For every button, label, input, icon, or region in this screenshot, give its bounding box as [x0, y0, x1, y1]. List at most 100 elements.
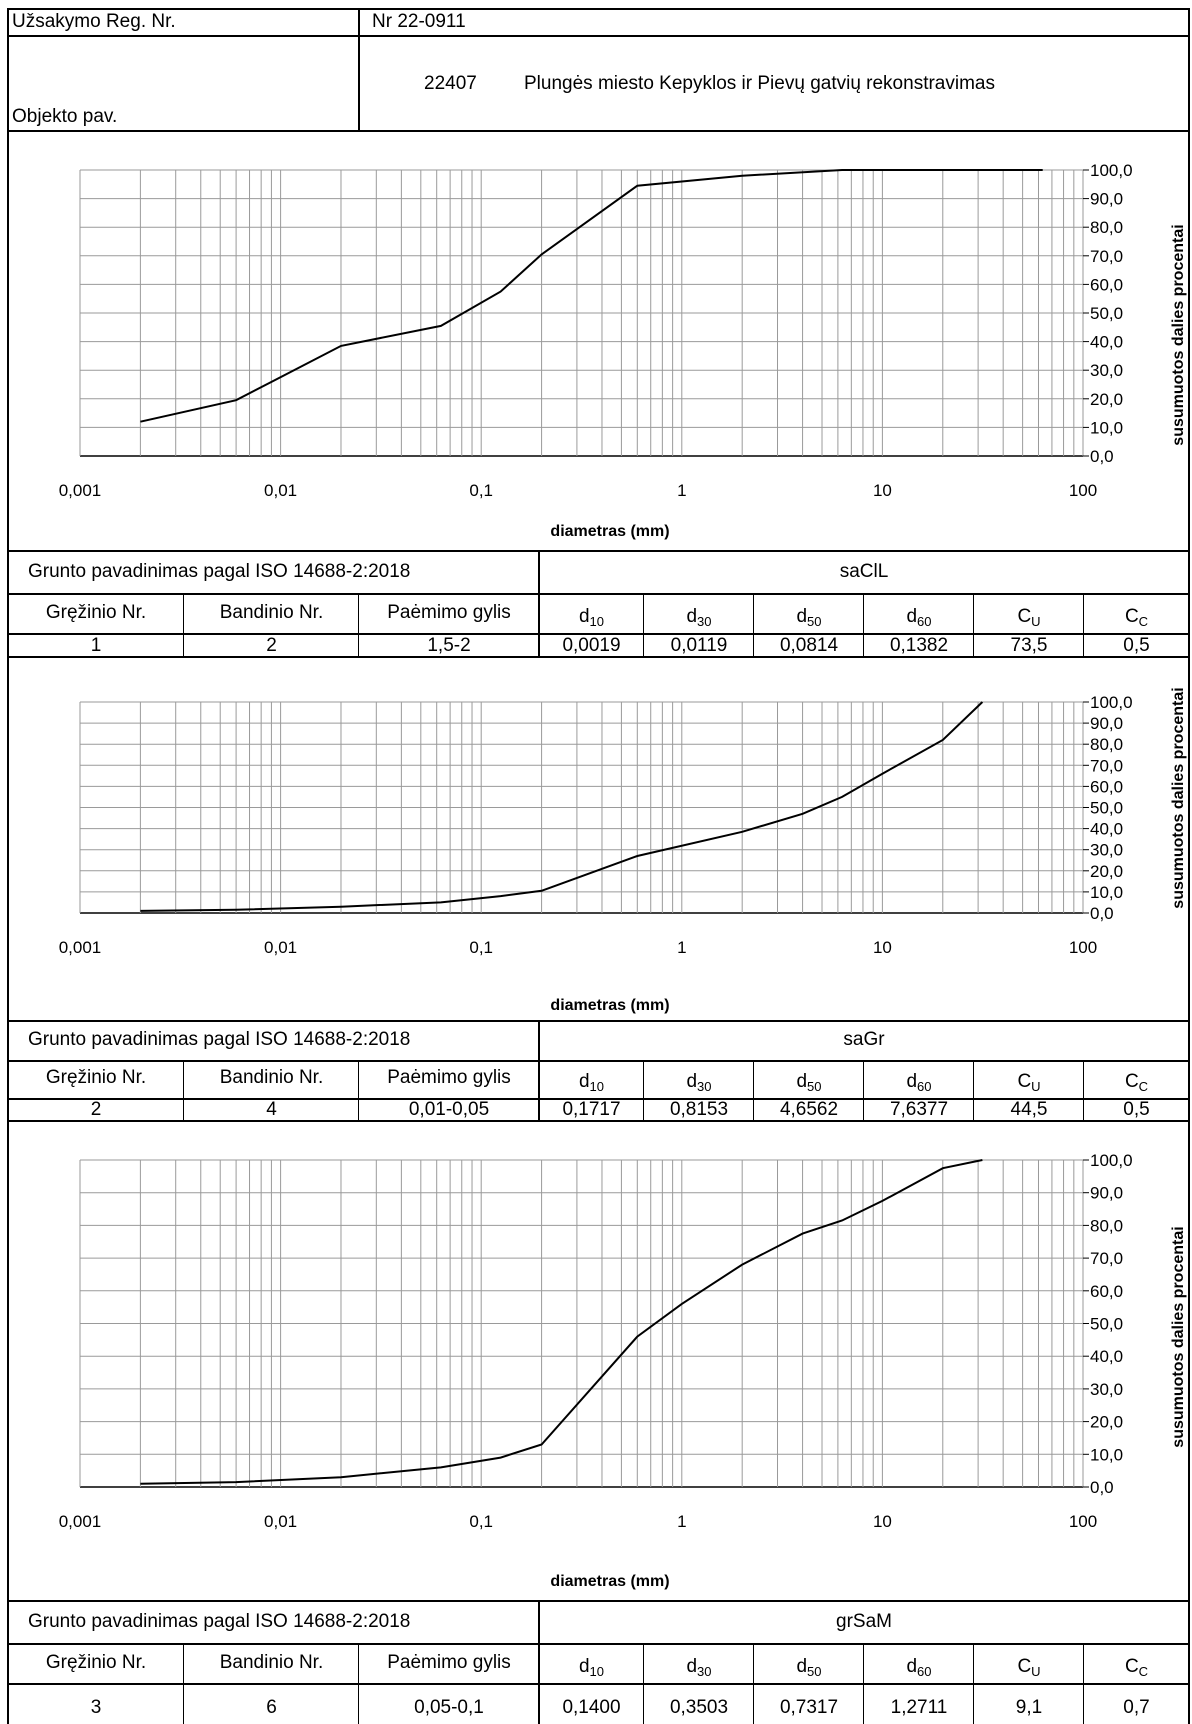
- grading-curve-2: [140, 701, 984, 912]
- object-code: 22407: [424, 73, 477, 94]
- d50-value: 0,7317: [779, 1697, 839, 1718]
- y-tick-label: 80,0: [1090, 735, 1123, 754]
- d60-value: 1,2711: [890, 1697, 948, 1718]
- d60-header: d60: [906, 1071, 932, 1094]
- sample-header: Bandinio Nr.: [219, 1067, 324, 1088]
- borehole-header: Gręžinio Nr.: [45, 602, 147, 623]
- d10-value: 0,1400: [562, 1697, 621, 1718]
- sample-header: Bandinio Nr.: [219, 602, 324, 623]
- cc-header: CC: [1124, 1656, 1149, 1679]
- d10-value: 0,1717: [562, 1099, 621, 1120]
- sample-value: 6: [266, 1697, 277, 1718]
- y-tick-label: 60,0: [1090, 275, 1123, 294]
- y-tick-label: 60,0: [1090, 777, 1123, 796]
- x-tick-label: 0,001: [59, 1512, 102, 1531]
- y-tick-label: 50,0: [1090, 304, 1123, 323]
- grid-1: [79, 169, 1084, 457]
- grid-3: [79, 1159, 1084, 1488]
- d50-header: d50: [796, 1071, 822, 1094]
- y-tick-label: 70,0: [1090, 756, 1123, 775]
- cc-value: 0,5: [1123, 635, 1150, 656]
- cc-value: 0,5: [1123, 1099, 1150, 1120]
- y-tick-label: 100,0: [1090, 693, 1133, 712]
- y-tick-label: 100,0: [1090, 1151, 1133, 1170]
- grading-chart-2: 0,001 0,01 0,1 1 10 100 0,0 10,0 20,0 30,0 40,0 50,…: [59, 687, 1187, 1014]
- y-tick-label: 80,0: [1090, 1216, 1123, 1235]
- grading-chart-1: 0,001 0,01 0,1 1 10 100 0,0 10,0 20,0 30,0 40,0 50,…: [59, 161, 1187, 540]
- y-tick-label: 0,0: [1090, 904, 1114, 923]
- depth-value: 0,01-0,05: [408, 1099, 490, 1120]
- sample-value: 4: [266, 1099, 277, 1120]
- y-tick-label: 20,0: [1090, 390, 1123, 409]
- d10-header: d10: [578, 1071, 605, 1094]
- d10-header: d10: [578, 606, 605, 629]
- cc-value: 0,7: [1123, 1697, 1150, 1718]
- depth-value: 1,5-2: [427, 635, 471, 656]
- y-tick-label: 40,0: [1090, 820, 1123, 839]
- cc-header: CC: [1124, 606, 1149, 629]
- y-tick-label: 40,0: [1090, 1347, 1123, 1366]
- x-tick-label: 100: [1069, 938, 1097, 957]
- d30-header: d30: [686, 1656, 712, 1679]
- soil-name-label: Grunto pavadinimas pagal ISO 14688-2:201…: [28, 1611, 411, 1632]
- d60-value: 0,1382: [889, 635, 949, 656]
- x-tick-label: 0,01: [264, 938, 297, 957]
- x-tick-label: 0,001: [59, 938, 102, 957]
- soil-name-label: Grunto pavadinimas pagal ISO 14688-2:201…: [28, 1029, 411, 1050]
- x-tick-label: 100: [1069, 481, 1097, 500]
- d10-header: d10: [578, 1656, 605, 1679]
- object-name-label: Objekto pav.: [12, 106, 118, 127]
- x-tick-label: 1: [677, 1512, 686, 1531]
- borehole-header: Gręžinio Nr.: [45, 1067, 147, 1088]
- d50-value: 4,6562: [779, 1099, 839, 1120]
- y-tick-label: 50,0: [1090, 799, 1123, 818]
- d10-value: 0,0019: [562, 635, 621, 656]
- cu-value: 73,5: [1010, 635, 1048, 656]
- depth-header: Paėmimo gylis: [387, 1652, 511, 1673]
- order-number-value: Nr 22-0911: [372, 11, 466, 32]
- y-tick-label: 20,0: [1090, 862, 1123, 881]
- x-tick-label: 0,01: [264, 1512, 297, 1531]
- d30-value: 0,0119: [670, 635, 728, 656]
- depth-value: 0,05-0,1: [414, 1697, 484, 1718]
- soil-name-value: saClL: [839, 561, 889, 582]
- x-axis-label-2: diametras (mm): [550, 997, 669, 1014]
- d50-header: d50: [796, 606, 822, 629]
- x-tick-label: 10: [873, 938, 892, 957]
- cc-header: CC: [1124, 1071, 1149, 1094]
- y-tick-label: 70,0: [1090, 1249, 1123, 1268]
- soil-name-label: Grunto pavadinimas pagal ISO 14688-2:201…: [28, 561, 411, 582]
- grading-curve-1: [140, 169, 1043, 423]
- sample-header: Bandinio Nr.: [219, 1652, 324, 1673]
- y-tick-label: 10,0: [1090, 1445, 1123, 1464]
- order-number-label: Užsakymo Reg. Nr.: [12, 11, 176, 32]
- grading-chart-3: 0,001 0,01 0,1 1 10 100 0,0 10,0 20,0 30,0 40,0 50,…: [59, 1151, 1187, 1590]
- cu-header: CU: [1017, 1656, 1041, 1679]
- borehole-value: 1: [90, 635, 102, 656]
- y-tick-label: 50,0: [1090, 1315, 1123, 1334]
- cu-value: 44,5: [1010, 1099, 1048, 1120]
- x-tick-label: 1: [677, 481, 686, 500]
- y-axis-label-1: susumuotos dalies procentai: [1170, 224, 1187, 445]
- d30-header: d30: [686, 1071, 712, 1094]
- y-tick-label: 40,0: [1090, 333, 1123, 352]
- d60-value: 7,6377: [889, 1099, 949, 1120]
- y-tick-label: 90,0: [1090, 190, 1123, 209]
- d30-value: 0,3503: [669, 1697, 729, 1718]
- d50-value: 0,0814: [779, 635, 839, 656]
- d60-header: d60: [906, 1656, 932, 1679]
- y-tick-label: 60,0: [1090, 1282, 1123, 1301]
- x-tick-label: 0,1: [469, 938, 493, 957]
- y-tick-label: 20,0: [1090, 1413, 1123, 1432]
- x-tick-label: 0,001: [59, 481, 102, 500]
- y-tick-label: 90,0: [1090, 714, 1123, 733]
- x-axis-label-3: diametras (mm): [550, 1573, 669, 1590]
- y-axis-label-3: susumuotos dalies procentai: [1170, 1226, 1187, 1447]
- d30-value: 0,8153: [669, 1099, 729, 1120]
- y-tick-label: 30,0: [1090, 1380, 1123, 1399]
- depth-header: Paėmimo gylis: [387, 602, 511, 623]
- cu-value: 9,1: [1015, 1697, 1043, 1718]
- x-tick-label: 0,01: [264, 481, 297, 500]
- d30-header: d30: [686, 606, 712, 629]
- y-tick-label: 0,0: [1090, 447, 1114, 466]
